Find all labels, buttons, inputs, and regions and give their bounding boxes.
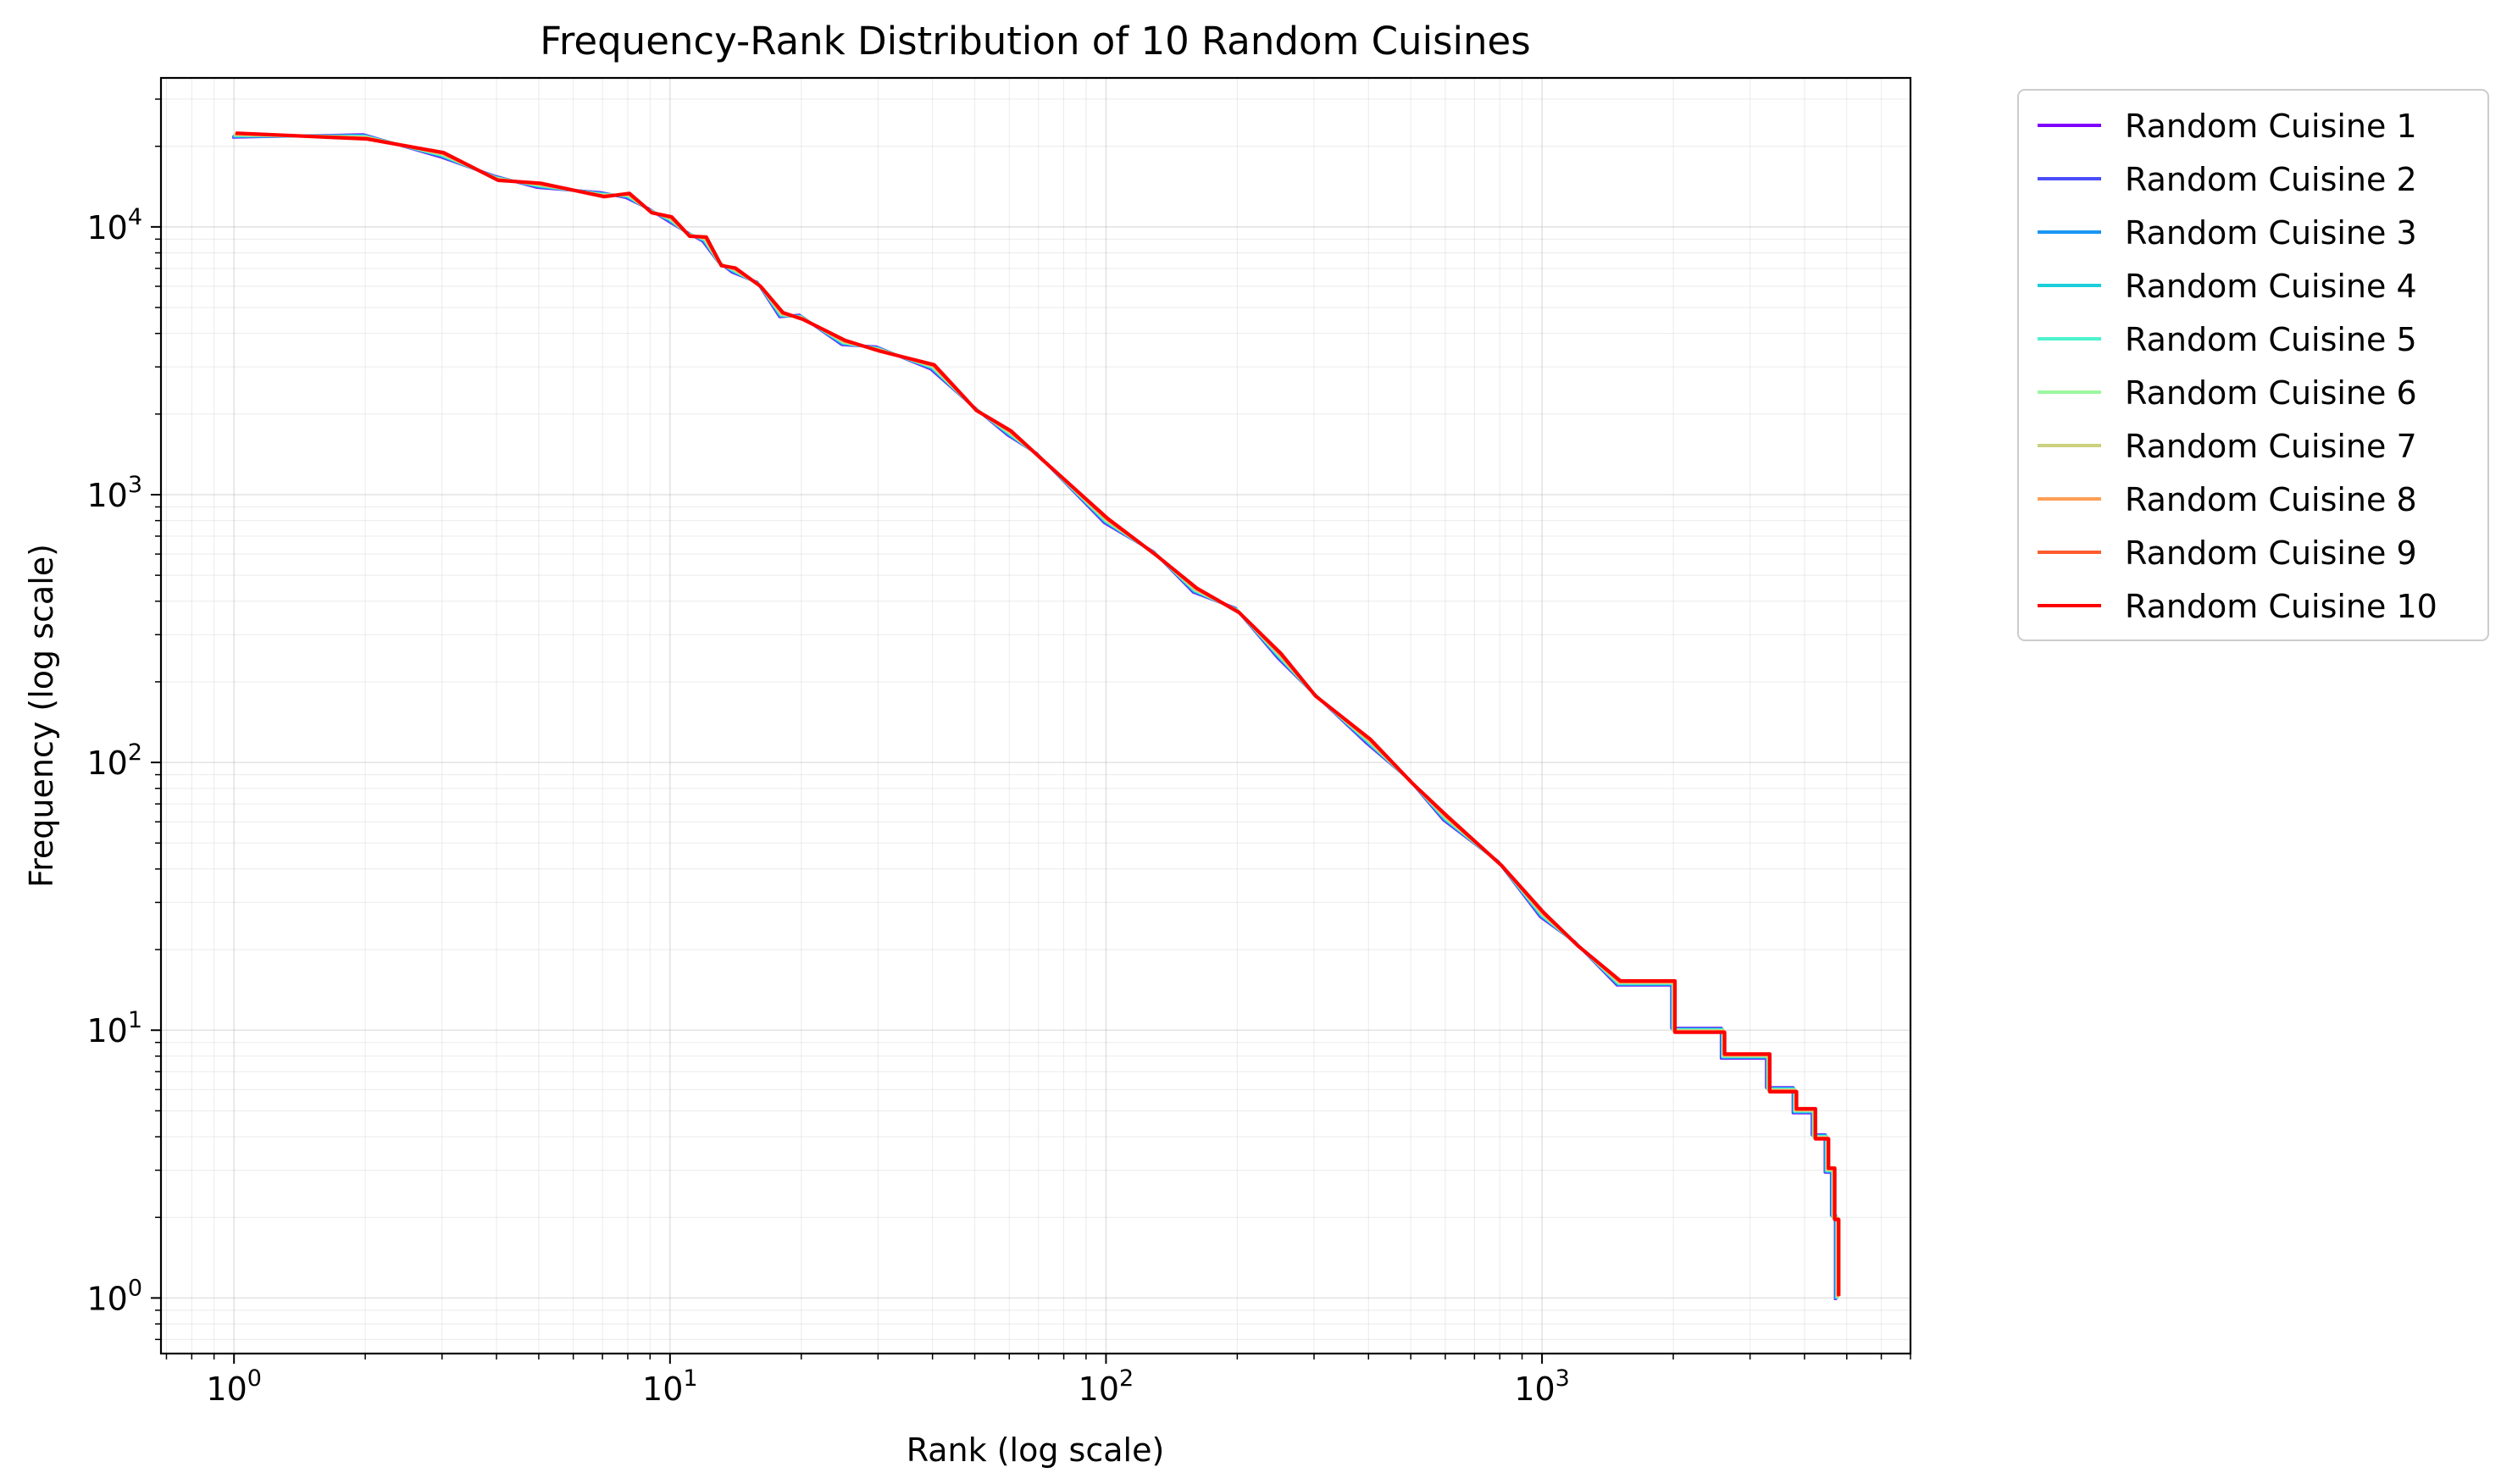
y-tick-label: 104 (86, 204, 142, 246)
series-lines (232, 131, 1841, 1300)
y-tick-exponent: 4 (128, 204, 142, 230)
legend-items: Random Cuisine 1 Random Cuisine 2 Random C… (2038, 108, 2437, 625)
legend-label: Random Cuisine 8 (2125, 481, 2417, 518)
axis-ticks (151, 98, 1911, 1364)
y-tick-base: 10 (86, 745, 127, 782)
y-tick-label: 103 (86, 472, 142, 514)
legend-item: Random Cuisine 7 (2038, 428, 2417, 465)
legend-label: Random Cuisine 3 (2125, 214, 2417, 252)
x-tick-label: 100 (206, 1365, 262, 1408)
y-tick-base: 10 (86, 1012, 127, 1049)
y-tick-label: 100 (86, 1275, 142, 1317)
x-tick-base: 10 (642, 1370, 683, 1408)
legend-item: Random Cuisine 5 (2038, 321, 2417, 358)
x-tick-label: 102 (1079, 1365, 1134, 1408)
legend-label: Random Cuisine 5 (2125, 321, 2417, 358)
y-tick-exponent: 0 (128, 1275, 142, 1301)
x-tick-exponent: 2 (1119, 1365, 1134, 1392)
y-tick-exponent: 3 (128, 472, 142, 498)
y-tick-label: 102 (86, 739, 142, 782)
legend-item: Random Cuisine 6 (2038, 374, 2417, 412)
legend-item: Random Cuisine 4 (2038, 268, 2417, 305)
legend-box (2017, 89, 2489, 641)
series-line-10 (236, 131, 1841, 1296)
x-tick-base: 10 (206, 1370, 247, 1408)
legend-label: Random Cuisine 2 (2125, 161, 2417, 198)
x-tick-base: 10 (1079, 1370, 1119, 1408)
legend-item: Random Cuisine 8 (2038, 481, 2417, 518)
x-tick-exponent: 1 (683, 1365, 697, 1392)
legend-label: Random Cuisine 9 (2125, 534, 2417, 572)
y-tick-label: 101 (86, 1007, 142, 1049)
x-axis-label: Rank (log scale) (907, 1431, 1165, 1469)
legend-label: Random Cuisine 10 (2125, 588, 2437, 625)
y-axis-label: Frequency (log scale) (23, 544, 60, 888)
x-tick-label: 103 (1514, 1365, 1570, 1408)
legend-label: Random Cuisine 6 (2125, 374, 2417, 412)
grid (161, 78, 1911, 1354)
x-tick-exponent: 0 (247, 1365, 262, 1392)
x-tick-labels: 100 101 102 103 (206, 1365, 1569, 1408)
legend-item: Random Cuisine 1 (2038, 108, 2417, 145)
y-tick-exponent: 2 (128, 739, 142, 766)
legend: Random Cuisine 1 Random Cuisine 2 Random C… (2017, 89, 2489, 641)
legend-label: Random Cuisine 7 (2125, 428, 2417, 465)
x-tick-exponent: 3 (1556, 1365, 1570, 1392)
x-tick-label: 101 (642, 1365, 698, 1408)
y-tick-base: 10 (86, 209, 127, 246)
legend-item: Random Cuisine 9 (2038, 534, 2417, 572)
legend-item: Random Cuisine 3 (2038, 214, 2417, 252)
plot-frame (159, 76, 1912, 1355)
legend-item: Random Cuisine 2 (2038, 161, 2417, 198)
chart-title: Frequency-Rank Distribution of 10 Random… (540, 19, 1530, 64)
x-tick-base: 10 (1514, 1370, 1555, 1408)
legend-label: Random Cuisine 1 (2125, 108, 2417, 145)
y-tick-base: 10 (86, 477, 127, 514)
y-tick-exponent: 1 (128, 1007, 142, 1033)
y-tick-base: 10 (86, 1280, 127, 1317)
legend-label: Random Cuisine 4 (2125, 268, 2417, 305)
legend-item: Random Cuisine 10 (2038, 588, 2437, 625)
